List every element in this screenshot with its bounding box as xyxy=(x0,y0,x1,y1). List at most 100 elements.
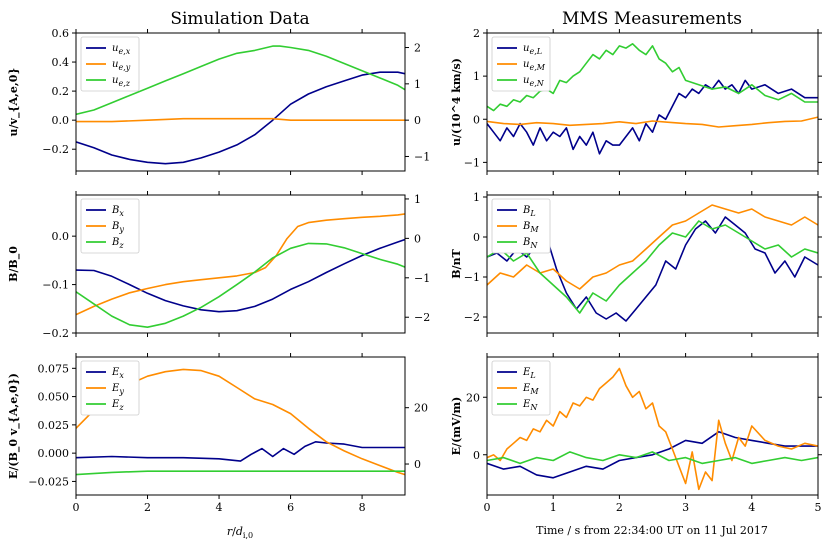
axes-frame xyxy=(486,32,819,172)
legend-label: ue,M xyxy=(523,59,546,72)
y-axis-label: u/v_{A,e,0} xyxy=(7,68,21,137)
legend-label: ue,N xyxy=(523,75,545,88)
series-group xyxy=(487,42,818,155)
legend-label: ue,L xyxy=(523,43,542,56)
series-group xyxy=(76,45,405,165)
x-tick-label: 4 xyxy=(748,501,755,514)
y-tick-label: 20 xyxy=(466,391,480,404)
y-axis-label: B/B_0 xyxy=(7,246,21,282)
series-line xyxy=(76,45,405,116)
y-tick-label: −2 xyxy=(464,311,480,324)
legend-label: Bx xyxy=(111,205,124,218)
y2-tick-label: 2 xyxy=(414,42,421,55)
legend-label: BL xyxy=(522,205,536,218)
legend xyxy=(491,198,551,254)
series-group xyxy=(487,367,818,491)
y-tick-label: 0.025 xyxy=(38,419,70,432)
subplot-2: −0.2 −0.1 0.0 −2 −1 0 1 Bx By Bz B/B_0 xyxy=(7,191,430,340)
x-tick-label: 3 xyxy=(682,501,689,514)
y2-tick-label: −2 xyxy=(414,311,430,324)
left-column-title: Simulation Data xyxy=(170,9,309,29)
y-tick-label: 0.2 xyxy=(52,85,70,98)
y-tick-label: −1 xyxy=(464,156,480,169)
y-tick-label: 0 xyxy=(473,231,480,244)
legend xyxy=(491,36,551,92)
legend-label: ue,z xyxy=(112,75,131,88)
legend xyxy=(491,360,551,416)
legend-label: ue,y xyxy=(112,59,131,72)
subplot-3: 0 2 4 6 8 −0.025 0.000 0.025 0.050 0.075 0 20 Ex Ey Ez… xyxy=(7,353,428,514)
subplot-5: −2 −1 0 1 BL BM BN B/nT xyxy=(450,191,822,337)
y-tick-label: 0.050 xyxy=(38,391,70,404)
y-tick-label: −0.2 xyxy=(42,143,69,156)
subplot-4: −1 0 1 2 ue,L ue,M ue,N u/(10^4 km/s) xyxy=(450,27,822,175)
series-group xyxy=(76,213,405,329)
axes-frame xyxy=(75,356,406,496)
series-line xyxy=(76,242,405,329)
legend-label: Bz xyxy=(111,237,124,250)
series-line xyxy=(76,213,405,316)
y-tick-label: 1 xyxy=(473,70,480,83)
y2-tick-label: 1 xyxy=(414,193,421,206)
y2-tick-label: 1 xyxy=(414,78,421,91)
legend-label: Ex xyxy=(111,367,124,380)
legend-label: BN xyxy=(522,237,538,250)
x-tick-label: 4 xyxy=(216,501,223,514)
y-tick-label: 2 xyxy=(473,27,480,40)
series-line xyxy=(76,238,405,313)
y-tick-label: 0.0 xyxy=(52,230,70,243)
y-tick-label: 0.000 xyxy=(38,447,70,460)
legend-label: Ey xyxy=(111,383,124,396)
series-line xyxy=(487,220,818,314)
series-line xyxy=(76,470,405,476)
series-line xyxy=(487,451,818,465)
series-line xyxy=(487,116,818,128)
series-line xyxy=(487,367,818,491)
subplot-6: 0 1 2 3 4 5 0 20 EL EM EN E/(mV/m) xyxy=(450,353,822,514)
legend-label: By xyxy=(111,221,124,234)
x-tick-label: 5 xyxy=(815,501,822,514)
left-xlabel: r/di,0 xyxy=(227,525,253,540)
y2-tick-label: −1 xyxy=(414,272,430,285)
legend-label: BM xyxy=(522,221,539,234)
series-line xyxy=(487,79,818,155)
axes-frame xyxy=(75,194,406,334)
y-tick-label: −0.1 xyxy=(42,279,69,292)
legend-label: EN xyxy=(522,399,538,412)
y-tick-label: 1 xyxy=(473,191,480,204)
y-tick-label: −1 xyxy=(464,271,480,284)
y-axis-label: B/nT xyxy=(450,248,463,278)
x-tick-label: 6 xyxy=(287,501,294,514)
y-axis-label: E/(mV/m) xyxy=(450,397,463,456)
x-tick-label: 2 xyxy=(616,501,623,514)
y-tick-label: −0.2 xyxy=(42,327,69,340)
legend-label: ue,x xyxy=(112,43,131,56)
series-line xyxy=(487,204,818,290)
series-line xyxy=(76,117,405,123)
right-column-title: MMS Measurements xyxy=(562,9,742,29)
legend-label: EM xyxy=(522,383,539,396)
legend xyxy=(80,36,140,92)
y2-tick-label: 0 xyxy=(414,232,421,245)
y2-tick-label: −1 xyxy=(414,150,430,163)
series-line xyxy=(487,430,818,479)
series-line xyxy=(76,71,405,165)
x-tick-label: 2 xyxy=(144,501,151,514)
legend-label: EL xyxy=(522,367,536,380)
series-line xyxy=(487,42,818,112)
x-tick-label: 8 xyxy=(359,501,366,514)
subplot-1: −0.2 0.0 0.2 0.4 0.6 −1 0 1 2 ue,x ue,y ue,z u/v_{A,… xyxy=(7,27,430,175)
y-tick-label: 0.0 xyxy=(52,114,70,127)
y2-tick-label: 0 xyxy=(414,458,421,471)
y-tick-label: −0.025 xyxy=(28,475,69,488)
axes-frame xyxy=(75,32,406,172)
x-tick-label: 0 xyxy=(484,501,491,514)
legend xyxy=(80,198,140,254)
x-tick-label: 1 xyxy=(550,501,557,514)
y2-tick-label: 20 xyxy=(414,402,428,415)
y-axis-label: E/(B_0 v_{A,e,0}) xyxy=(7,373,21,479)
y-tick-label: 0.6 xyxy=(52,27,70,40)
axes-frame xyxy=(486,194,819,334)
right-xlabel: Time / s from 22:34:00 UT on 11 Jul 2017 xyxy=(536,524,768,537)
